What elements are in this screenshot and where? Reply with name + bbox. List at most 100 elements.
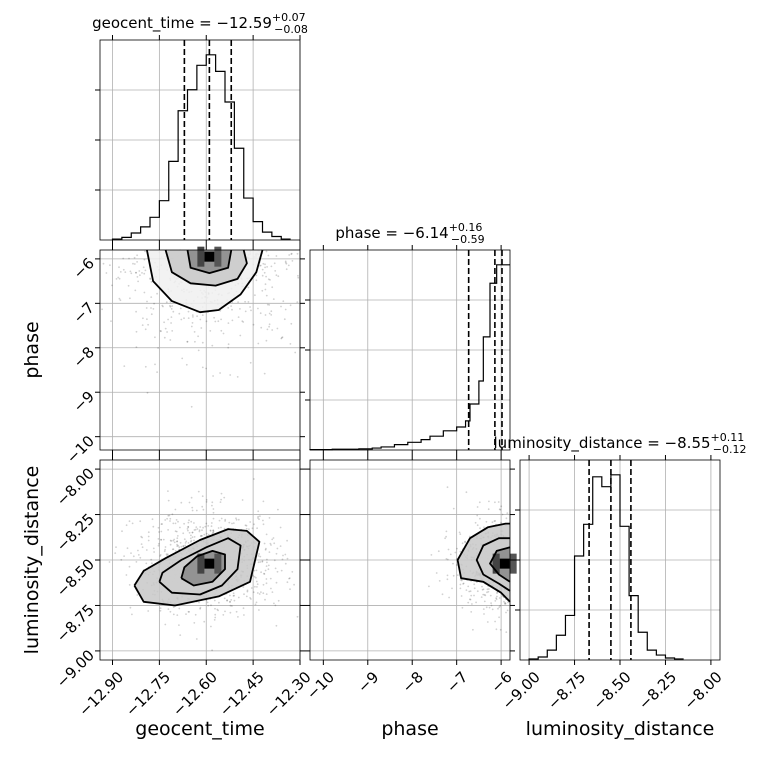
sample-point [226,599,229,602]
sample-point [187,529,189,532]
sample-point [212,529,215,532]
sample-point [167,529,170,531]
sample-point [145,549,148,551]
sample-point [128,257,130,260]
sample-point [217,527,220,529]
sample-point [167,514,170,517]
sample-point [212,530,215,533]
sample-point [285,268,288,271]
sample-point [265,565,268,567]
sample-point [184,544,187,547]
sample-point [195,638,198,640]
sample-point [166,517,169,520]
sample-point [233,594,236,597]
sample-point [255,279,258,282]
sample-point [446,578,449,581]
sample-point [154,336,156,339]
sample-point [132,262,134,265]
sample-point [135,346,138,348]
x-tick-label-geocent_time-0: −12.90 [75,668,127,720]
title-upper-luminosity_distance: +0.11 [711,431,745,444]
sample-point [483,600,486,603]
sample-point [289,343,292,345]
sample-point [191,322,194,324]
sample-point [469,590,472,593]
sample-point [428,585,430,588]
sample-point [255,580,258,583]
sample-point [161,523,164,525]
sample-point [257,510,260,513]
sample-point [244,524,247,527]
sample-point [505,611,507,614]
sample-point [296,301,299,303]
sample-point [237,518,240,521]
sample-point [141,536,144,539]
sample-point [268,312,271,315]
density-cell2-phase-luminosity_distance [509,553,517,574]
sample-point [459,533,462,535]
sample-point [280,569,283,572]
sample-point [169,539,172,542]
sample-point [205,501,208,503]
sample-point [256,586,258,588]
sample-point [188,611,191,613]
sample-point [187,317,190,319]
marks-layer [111,40,684,660]
density-layer [134,246,517,606]
sample-point [277,508,279,511]
sample-point [262,500,265,503]
sample-point [170,540,173,542]
sample-point [493,520,496,523]
sample-point [500,521,502,524]
sample-point [248,528,250,530]
sample-point [124,271,127,273]
sample-point [263,573,266,575]
sample-point [226,599,229,602]
y-tick-label-geocent_time-phase-0: −10 [63,432,98,467]
sample-point [247,301,250,303]
sample-point [171,330,174,332]
sample-point [253,569,256,572]
sample-point [209,330,212,332]
sample-point [160,539,163,541]
sample-point [138,270,141,272]
contour-geocent_time-luminosity_distance-2 [180,550,226,587]
sample-point [258,609,260,611]
sample-point [211,504,213,507]
sample-point [110,320,112,322]
sample-point [160,330,162,333]
sample-point [462,583,464,585]
sample-point [147,610,150,612]
sample-point [149,277,152,280]
sample-point [455,564,458,566]
sample-point [491,521,494,524]
sample-point [176,540,178,543]
sample-point [170,322,173,324]
sample-point [207,525,210,527]
sample-point [177,544,180,547]
y-tick-label-geocent_time-phase-4: −6 [70,254,98,282]
sample-point [267,564,270,567]
sample-point [246,590,249,593]
sample-point [286,557,289,560]
sample-point [145,562,148,565]
sample-point [229,611,232,614]
sample-point [445,530,448,533]
sample-point [270,310,273,313]
sample-point [252,591,255,594]
sample-point [151,518,154,521]
sample-point [205,367,208,370]
sample-point [156,292,159,295]
sample-point [175,519,178,521]
sample-point [260,326,263,329]
sample-point [468,590,471,593]
sample-point [264,548,267,551]
sample-point [136,261,139,263]
sample-point [125,524,128,527]
sample-point [210,625,212,628]
sample-point [159,555,162,557]
contour-phase-luminosity_distance-0 [456,522,511,603]
sample-point [211,501,214,504]
sample-point [256,592,259,594]
sample-point [499,604,502,607]
